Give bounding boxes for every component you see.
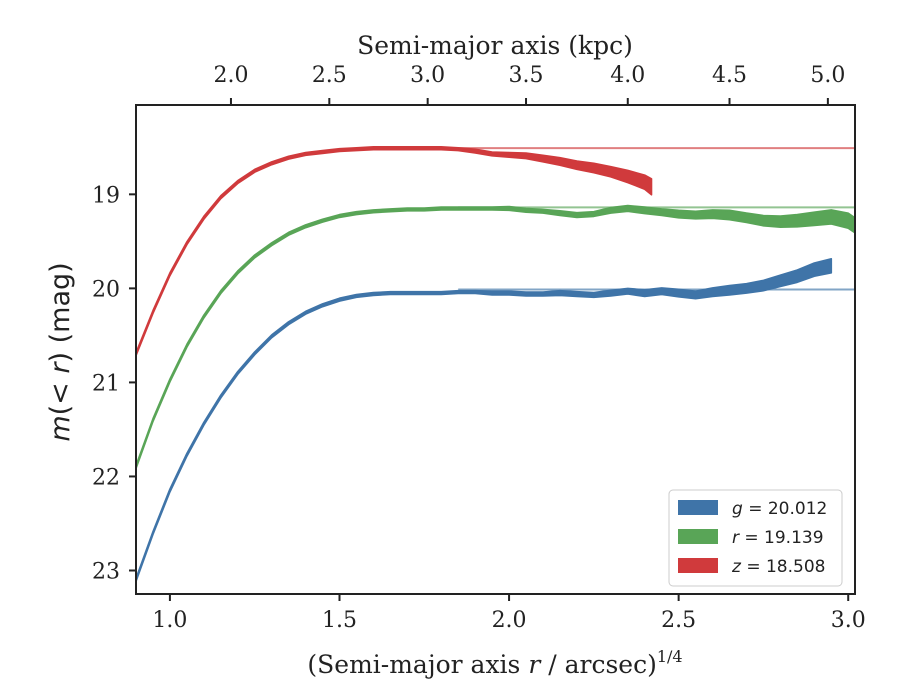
top-x-tick-label: 5.0 [810, 63, 845, 88]
y-axis-title-prefix: m [45, 415, 76, 441]
top-x-tick-label: 3.5 [509, 63, 544, 88]
x-tick-label: 2.5 [661, 608, 696, 633]
x-tick-label: 1.5 [322, 608, 357, 633]
top-x-axis-title: Semi-major axis (kpc) [357, 31, 633, 60]
y-axis-title: m(< r) (mag) [45, 262, 76, 441]
x-tick-label: 3.0 [831, 608, 866, 633]
top-x-tick-label: 3.0 [410, 63, 445, 88]
plot-frame [135, 104, 856, 595]
legend: g = 20.012 r = 19.139 z = 18.508 [668, 489, 843, 587]
bottom-x-axis-ticks: 1.0 1.5 2.0 2.5 3.0 [152, 594, 866, 633]
series-band-g [136, 257, 833, 583]
x-axis-title-suffix: / arcsec) [540, 650, 657, 679]
legend-swatch-r [678, 529, 718, 544]
legend-swatch-z [678, 558, 718, 573]
series-band-z [136, 146, 653, 357]
y-tick-label: 22 [92, 465, 120, 490]
x-axis-title-variable: r [528, 650, 542, 679]
legend-entry-g: g = 20.012 [732, 499, 827, 519]
x-axis-title: (Semi-major axis r / arcsec)1/4 [307, 647, 682, 679]
x-tick-label: 1.0 [152, 608, 187, 633]
top-x-axis-ticks: 2.0 2.5 3.0 3.5 4.0 4.5 5.0 [213, 63, 845, 105]
top-x-tick-label: 2.0 [213, 63, 248, 88]
top-x-tick-label: 2.5 [312, 63, 347, 88]
y-axis-title-suffix: ) (mag) [45, 262, 76, 362]
y-tick-label: 21 [92, 371, 120, 396]
legend-entry-r: r = 19.139 [732, 528, 824, 548]
top-x-tick-label: 4.0 [610, 63, 645, 88]
y-tick-label: 23 [92, 559, 120, 584]
legend-entry-z: z = 18.508 [731, 557, 825, 577]
y-tick-label: 20 [92, 277, 120, 302]
x-axis-title-prefix: (Semi-major axis [307, 650, 528, 679]
series-bands [136, 146, 855, 583]
y-axis-title-variable: r [45, 361, 76, 374]
y-tick-label: 19 [92, 183, 120, 208]
total-magnitude-lines [458, 147, 855, 291]
top-x-tick-label: 4.5 [712, 63, 747, 88]
y-axis-title-mid: (< [45, 374, 76, 416]
y-axis-ticks: 19 20 21 22 23 [92, 183, 136, 584]
x-axis-title-exponent: 1/4 [657, 647, 683, 666]
series-band-r [136, 204, 855, 470]
x-tick-label: 2.0 [492, 608, 527, 633]
legend-swatch-g [678, 500, 718, 515]
